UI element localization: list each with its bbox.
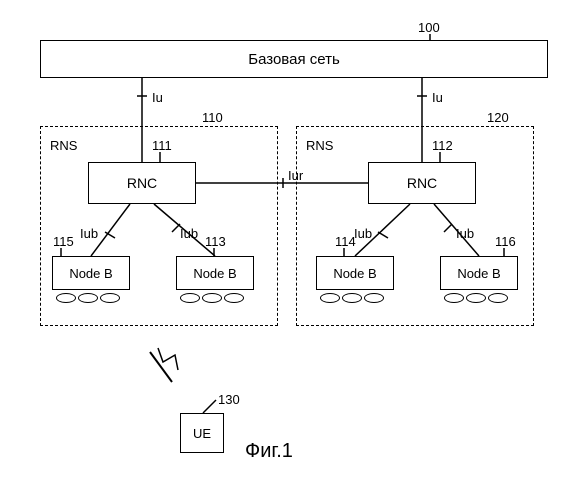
iu-right-label: Iu [432, 90, 443, 105]
connection-lines [0, 0, 568, 500]
iub-left1-label: Iub [80, 226, 98, 241]
iub-left2-label: Iub [180, 226, 198, 241]
iur-label: Iur [288, 168, 303, 183]
iub-right1-label: Iub [354, 226, 372, 241]
iub-right2-label: Iub [456, 226, 474, 241]
iu-left-label: Iu [152, 90, 163, 105]
diagram-canvas: Базовая сеть 100 RNS 110 RNS 120 RNC 111… [0, 0, 568, 500]
